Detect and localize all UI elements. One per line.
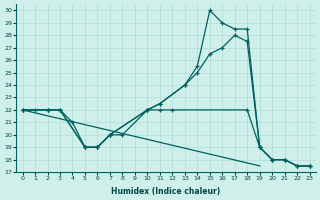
X-axis label: Humidex (Indice chaleur): Humidex (Indice chaleur) bbox=[111, 187, 221, 196]
